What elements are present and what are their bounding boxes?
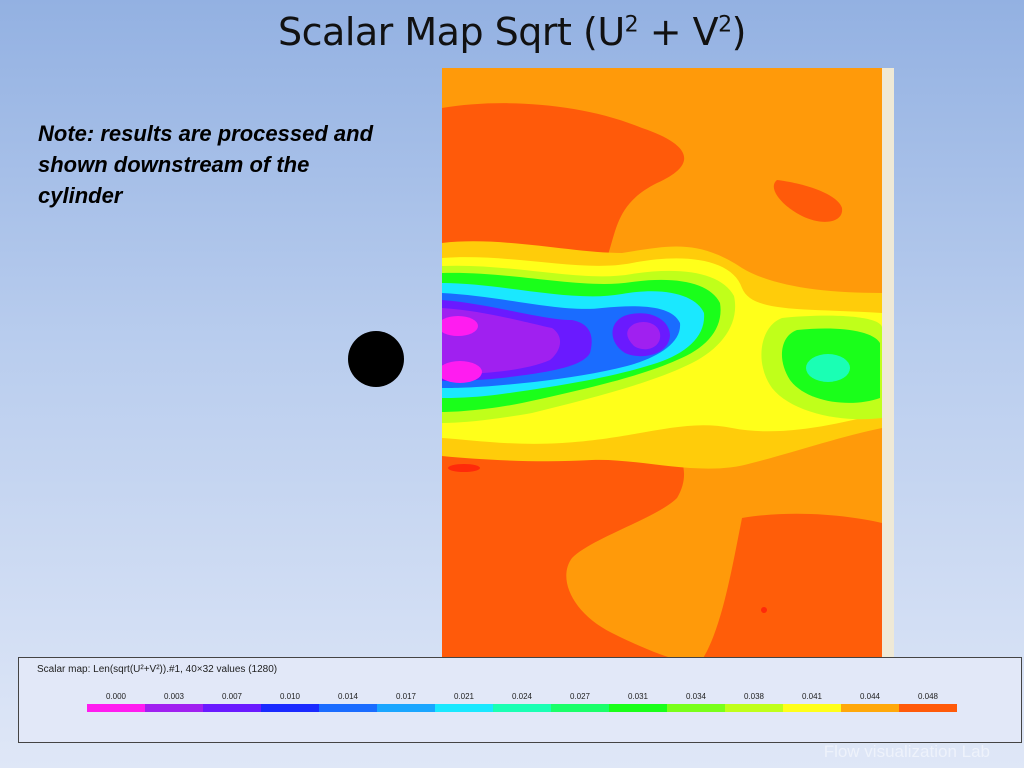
legend-swatch (783, 704, 841, 712)
legend-label: 0.048 (917, 692, 939, 701)
cylinder-marker (348, 331, 404, 387)
contour-lower-warm (442, 425, 685, 660)
legend-swatch (145, 704, 203, 712)
contour-dot (761, 607, 767, 613)
contour-eddy-core (806, 354, 850, 382)
note-text: Note: results are processed and shown do… (38, 121, 374, 208)
legend-swatch (899, 704, 957, 712)
legend-label: 0.017 (395, 692, 417, 701)
legend-label: 0.010 (279, 692, 301, 701)
legend-swatch (609, 704, 667, 712)
legend-swatch (551, 704, 609, 712)
legend-label: 0.041 (801, 692, 823, 701)
legend-title: Scalar map: Len(sqrt(U²+V²)).#1, 40×32 v… (37, 664, 278, 675)
contour-purple-eddy (627, 321, 661, 350)
plot-frame-edge (882, 68, 894, 660)
legend-label: 0.024 (511, 692, 533, 701)
contour-lower-warm-2 (702, 513, 882, 660)
contour-magenta-upper (442, 316, 478, 336)
slide-title: Scalar Map Sqrt (U2 + V2) (278, 10, 746, 54)
legend-swatch (725, 704, 783, 712)
contour-upper-warm-spot (773, 180, 843, 222)
legend-label: 0.027 (569, 692, 591, 701)
legend-swatch (377, 704, 435, 712)
legend-label: 0.021 (453, 692, 475, 701)
legend-swatch (87, 704, 145, 712)
legend-label: 0.000 (105, 692, 127, 701)
scalar-map-plot (442, 68, 894, 660)
legend-label: 0.031 (627, 692, 649, 701)
legend-swatch (493, 704, 551, 712)
footer-text: Flow visualization Lab (823, 742, 990, 761)
legend-label: 0.003 (163, 692, 185, 701)
legend-label: 0.007 (221, 692, 243, 701)
legend-swatch (435, 704, 493, 712)
legend-label: 0.034 (685, 692, 707, 701)
contour-map (442, 68, 894, 660)
legend-label: 0.038 (743, 692, 765, 701)
contour-upper-warm (442, 103, 685, 273)
legend-label: 0.014 (337, 692, 359, 701)
legend-swatch (667, 704, 725, 712)
legend-swatch (319, 704, 377, 712)
legend-swatch (203, 704, 261, 712)
legend-swatch (261, 704, 319, 712)
legend-panel: Scalar map: Len(sqrt(U²+V²)).#1, 40×32 v… (18, 657, 1022, 743)
legend-label: 0.044 (859, 692, 881, 701)
contour-magenta-lower (442, 361, 482, 383)
legend-swatch (841, 704, 899, 712)
contour-small-red-spot (448, 464, 480, 472)
